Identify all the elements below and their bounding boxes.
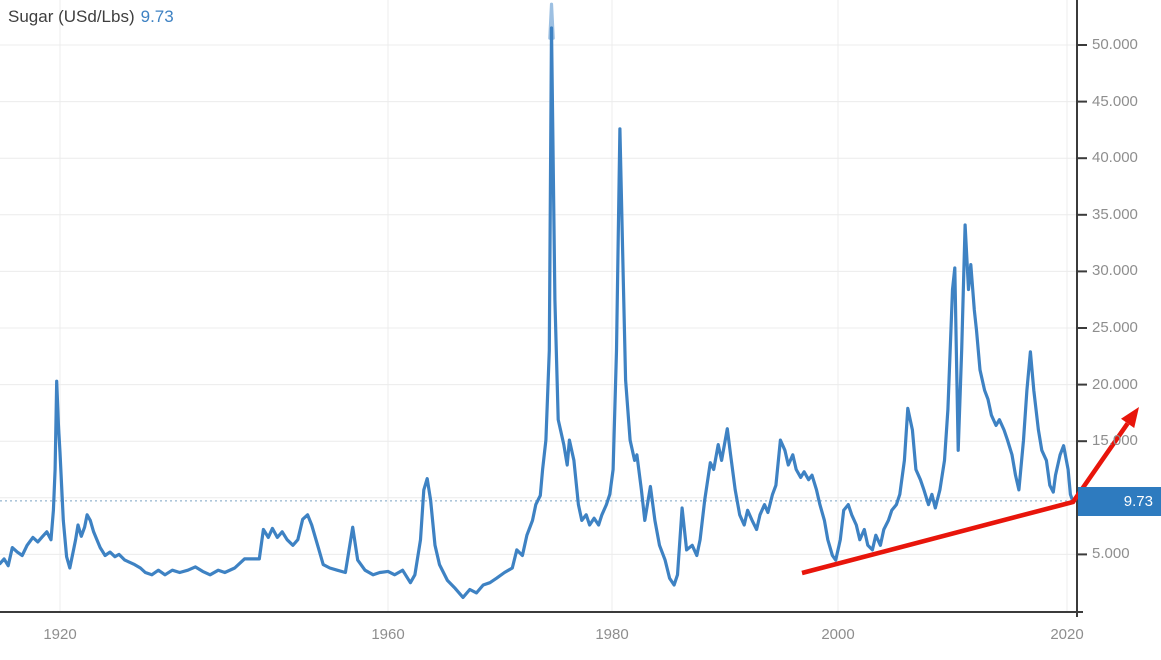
trend-arrow-head: [1121, 407, 1139, 428]
y-axis-label: 20.000: [1092, 375, 1138, 393]
y-axis-label: 25.000: [1092, 319, 1138, 336]
chart-title-value: 9.73: [140, 7, 174, 26]
chart-title-text: Sugar (USd/Lbs): [8, 7, 135, 26]
y-axis-label: 15.000: [1092, 432, 1138, 450]
trend-arrow-shaft: [801, 422, 1130, 576]
x-axis-label: 2000: [821, 626, 855, 643]
current-price-value: 9.73: [1123, 493, 1153, 510]
current-price-badge: 9.73: [1078, 487, 1161, 516]
y-axis-label: 50.000: [1092, 36, 1138, 53]
y-axis-label: 35.000: [1092, 205, 1138, 223]
price-line-series: [0, 26, 1075, 600]
y-axis-label: 45.000: [1092, 92, 1138, 110]
x-axis-label: 1960: [371, 626, 405, 643]
x-axis-label: 1980: [595, 626, 629, 643]
y-axis-label: 5.000: [1092, 545, 1130, 563]
chart-title: Sugar (USd/Lbs) 9.73: [8, 7, 174, 27]
x-axis-label: 1920: [43, 626, 77, 643]
y-axis-label: 30.000: [1092, 262, 1138, 280]
x-axis-label: 2020: [1050, 626, 1084, 643]
y-axis-label: 40.000: [1092, 149, 1138, 167]
